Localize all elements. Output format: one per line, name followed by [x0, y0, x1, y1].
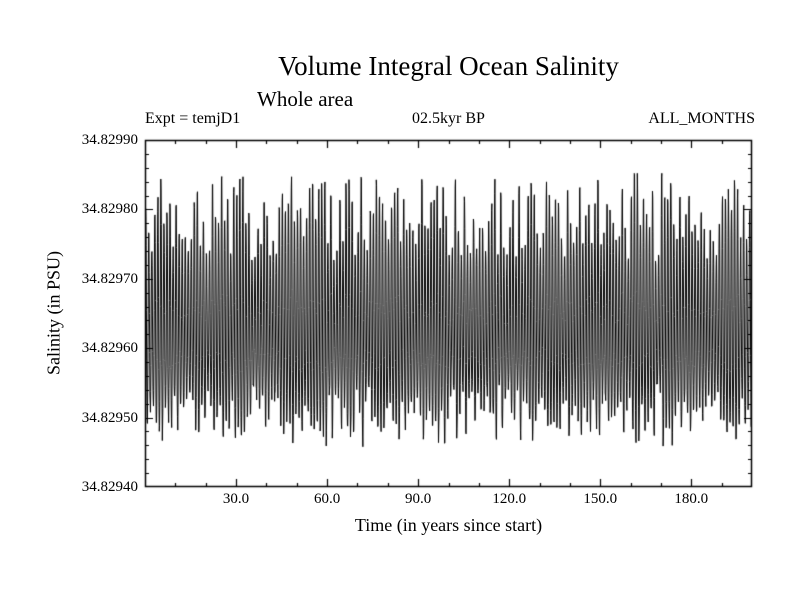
months-label: ALL_MONTHS — [648, 110, 755, 127]
x-tick-label: 90.0 — [405, 491, 432, 507]
x-tick-label: 120.0 — [492, 491, 527, 507]
y-tick-label: 34.82960 — [81, 340, 138, 357]
y-tick-label: 34.82980 — [81, 201, 138, 218]
chart-title: Volume Integral Ocean Salinity — [278, 51, 619, 81]
chart-subtitle: Whole area — [257, 87, 354, 111]
x-tick-label: 30.0 — [222, 491, 250, 507]
x-tick-label: 150.0 — [583, 491, 618, 507]
y-tick-label: 34.82970 — [81, 270, 138, 287]
epoch-label: 02.5kyr BP — [412, 110, 485, 127]
y-tick-label: 34.82940 — [81, 479, 138, 495]
x-tick-label: 60.0 — [313, 491, 341, 507]
x-axis-title: Time (in years since start) — [354, 515, 543, 535]
y-tick-label: 34.82990 — [81, 132, 138, 148]
y-axis-title: Salinity (in PSU) — [43, 250, 64, 376]
x-tick-label: 180.0 — [674, 491, 709, 507]
y-tick-label: 34.82950 — [81, 409, 138, 426]
experiment-label: Expt = temjD1 — [145, 110, 241, 127]
